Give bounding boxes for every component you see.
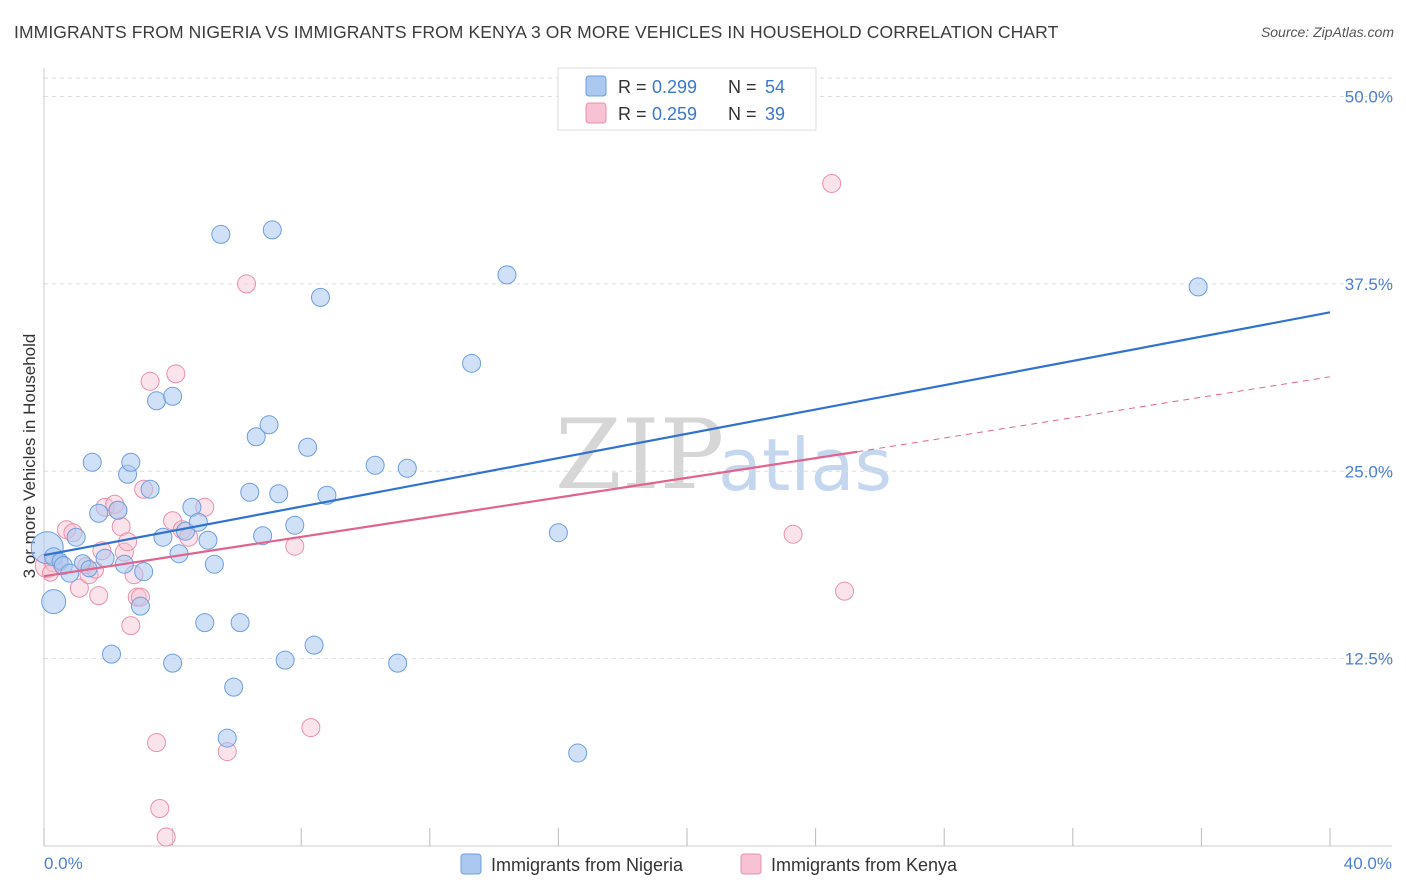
nigeria-point: [121, 452, 141, 472]
nigeria-point: [66, 527, 86, 547]
kenya-point: [301, 718, 321, 738]
nigeria-point: [388, 653, 408, 673]
nigeria-point: [298, 437, 318, 457]
nigeria-point: [230, 613, 250, 633]
nigeria-point: [568, 743, 588, 763]
kenya-trend-line: [43, 450, 858, 578]
kenya-point: [147, 733, 167, 753]
nigeria-point: [195, 613, 215, 633]
series-kenya-points: [34, 173, 855, 847]
kenya-point: [140, 371, 160, 391]
y-tick-labels: 12.5% 25.0% 37.5% 50.0%: [1345, 88, 1393, 669]
nigeria-point: [462, 353, 482, 373]
nigeria-point: [82, 452, 102, 472]
nigeria-point: [259, 415, 279, 435]
nigeria-point: [95, 548, 115, 568]
legend-n-value-nigeria: 54: [765, 77, 785, 97]
nigeria-point: [217, 728, 237, 748]
trend-lines: [43, 311, 1331, 578]
nigeria-point: [204, 554, 224, 574]
legend-box: R = 0.299 N = 54 R = 0.259 N = 39: [557, 67, 817, 131]
nigeria-point: [108, 500, 128, 520]
bottom-legend-label-nigeria: Immigrants from Nigeria: [491, 855, 684, 875]
nigeria-point: [262, 220, 282, 240]
nigeria-point: [285, 515, 305, 535]
legend-r-label-kenya: R =: [618, 104, 647, 124]
kenya-point: [285, 536, 305, 556]
nigeria-point: [130, 596, 150, 616]
y-axis-label: 3 or more Vehicles in Household: [20, 334, 39, 579]
nigeria-point: [224, 677, 244, 697]
legend-swatch-nigeria: [585, 75, 607, 97]
x-axis-ticks: [43, 828, 1331, 846]
legend-n-label-nigeria: N =: [728, 77, 757, 97]
series-nigeria-points: [30, 220, 1208, 763]
source-credit: Source: ZipAtlas.com: [1260, 24, 1394, 40]
nigeria-point: [147, 391, 167, 411]
bottom-legend-label-kenya: Immigrants from Kenya: [771, 855, 958, 875]
legend-n-value-kenya: 39: [765, 104, 785, 124]
watermark-zip: ZIP: [555, 399, 724, 511]
nigeria-point: [89, 503, 109, 523]
watermark-atlas: atlas: [718, 423, 892, 507]
nigeria-point: [211, 224, 231, 244]
legend-n-label-kenya: N =: [728, 104, 757, 124]
x-tick-label-min: 0.0%: [44, 854, 83, 873]
kenya-point: [69, 578, 89, 598]
y-tick-label: 37.5%: [1345, 275, 1393, 294]
legend-r-value-nigeria: 0.299: [652, 77, 697, 97]
nigeria-point: [198, 530, 218, 550]
nigeria-point: [275, 650, 295, 670]
bottom-legend: Immigrants from Nigeria Immigrants from …: [460, 853, 958, 875]
bottom-legend-swatch-kenya: [740, 853, 762, 875]
kenya-point: [835, 581, 855, 601]
nigeria-point: [317, 485, 337, 505]
kenya-point: [783, 524, 803, 544]
kenya-point: [89, 586, 109, 606]
chart-title: IMMIGRANTS FROM NIGERIA VS IMMIGRANTS FR…: [14, 22, 1059, 42]
y-tick-label: 50.0%: [1345, 88, 1393, 107]
bottom-legend-swatch-nigeria: [460, 853, 482, 875]
nigeria-point: [310, 287, 330, 307]
nigeria-point: [397, 458, 417, 478]
y-tick-label: 12.5%: [1345, 650, 1393, 669]
nigeria-point: [140, 479, 160, 499]
nigeria-point: [240, 482, 260, 502]
kenya-point: [121, 616, 141, 636]
y-tick-label: 25.0%: [1345, 462, 1393, 481]
watermark: ZIP atlas: [555, 399, 892, 511]
nigeria-point: [497, 265, 517, 285]
kenya-point: [166, 364, 186, 384]
gridlines: [44, 77, 1392, 660]
legend-swatch-kenya: [585, 102, 607, 124]
nigeria-point: [269, 484, 289, 504]
nigeria-point: [163, 653, 183, 673]
nigeria-point: [102, 644, 122, 664]
nigeria-trend-line: [43, 311, 1331, 557]
nigeria-point: [1188, 277, 1208, 297]
kenya-point: [156, 827, 176, 847]
x-tick-label-max: 40.0%: [1344, 854, 1392, 873]
nigeria-point: [163, 386, 183, 406]
nigeria-point: [304, 635, 324, 655]
kenya-point: [822, 173, 842, 193]
nigeria-point: [365, 455, 385, 475]
nigeria-point: [188, 512, 208, 532]
nigeria-point: [134, 562, 154, 582]
nigeria-point: [253, 526, 273, 546]
kenya-point: [237, 274, 257, 294]
kenya-point: [150, 799, 170, 819]
legend-r-value-kenya: 0.259: [652, 104, 697, 124]
nigeria-point: [548, 523, 568, 543]
nigeria-point: [246, 427, 266, 447]
kenya-trend-extension: [857, 376, 1331, 453]
legend-r-label-nigeria: R =: [618, 77, 647, 97]
nigeria-point: [41, 589, 67, 615]
